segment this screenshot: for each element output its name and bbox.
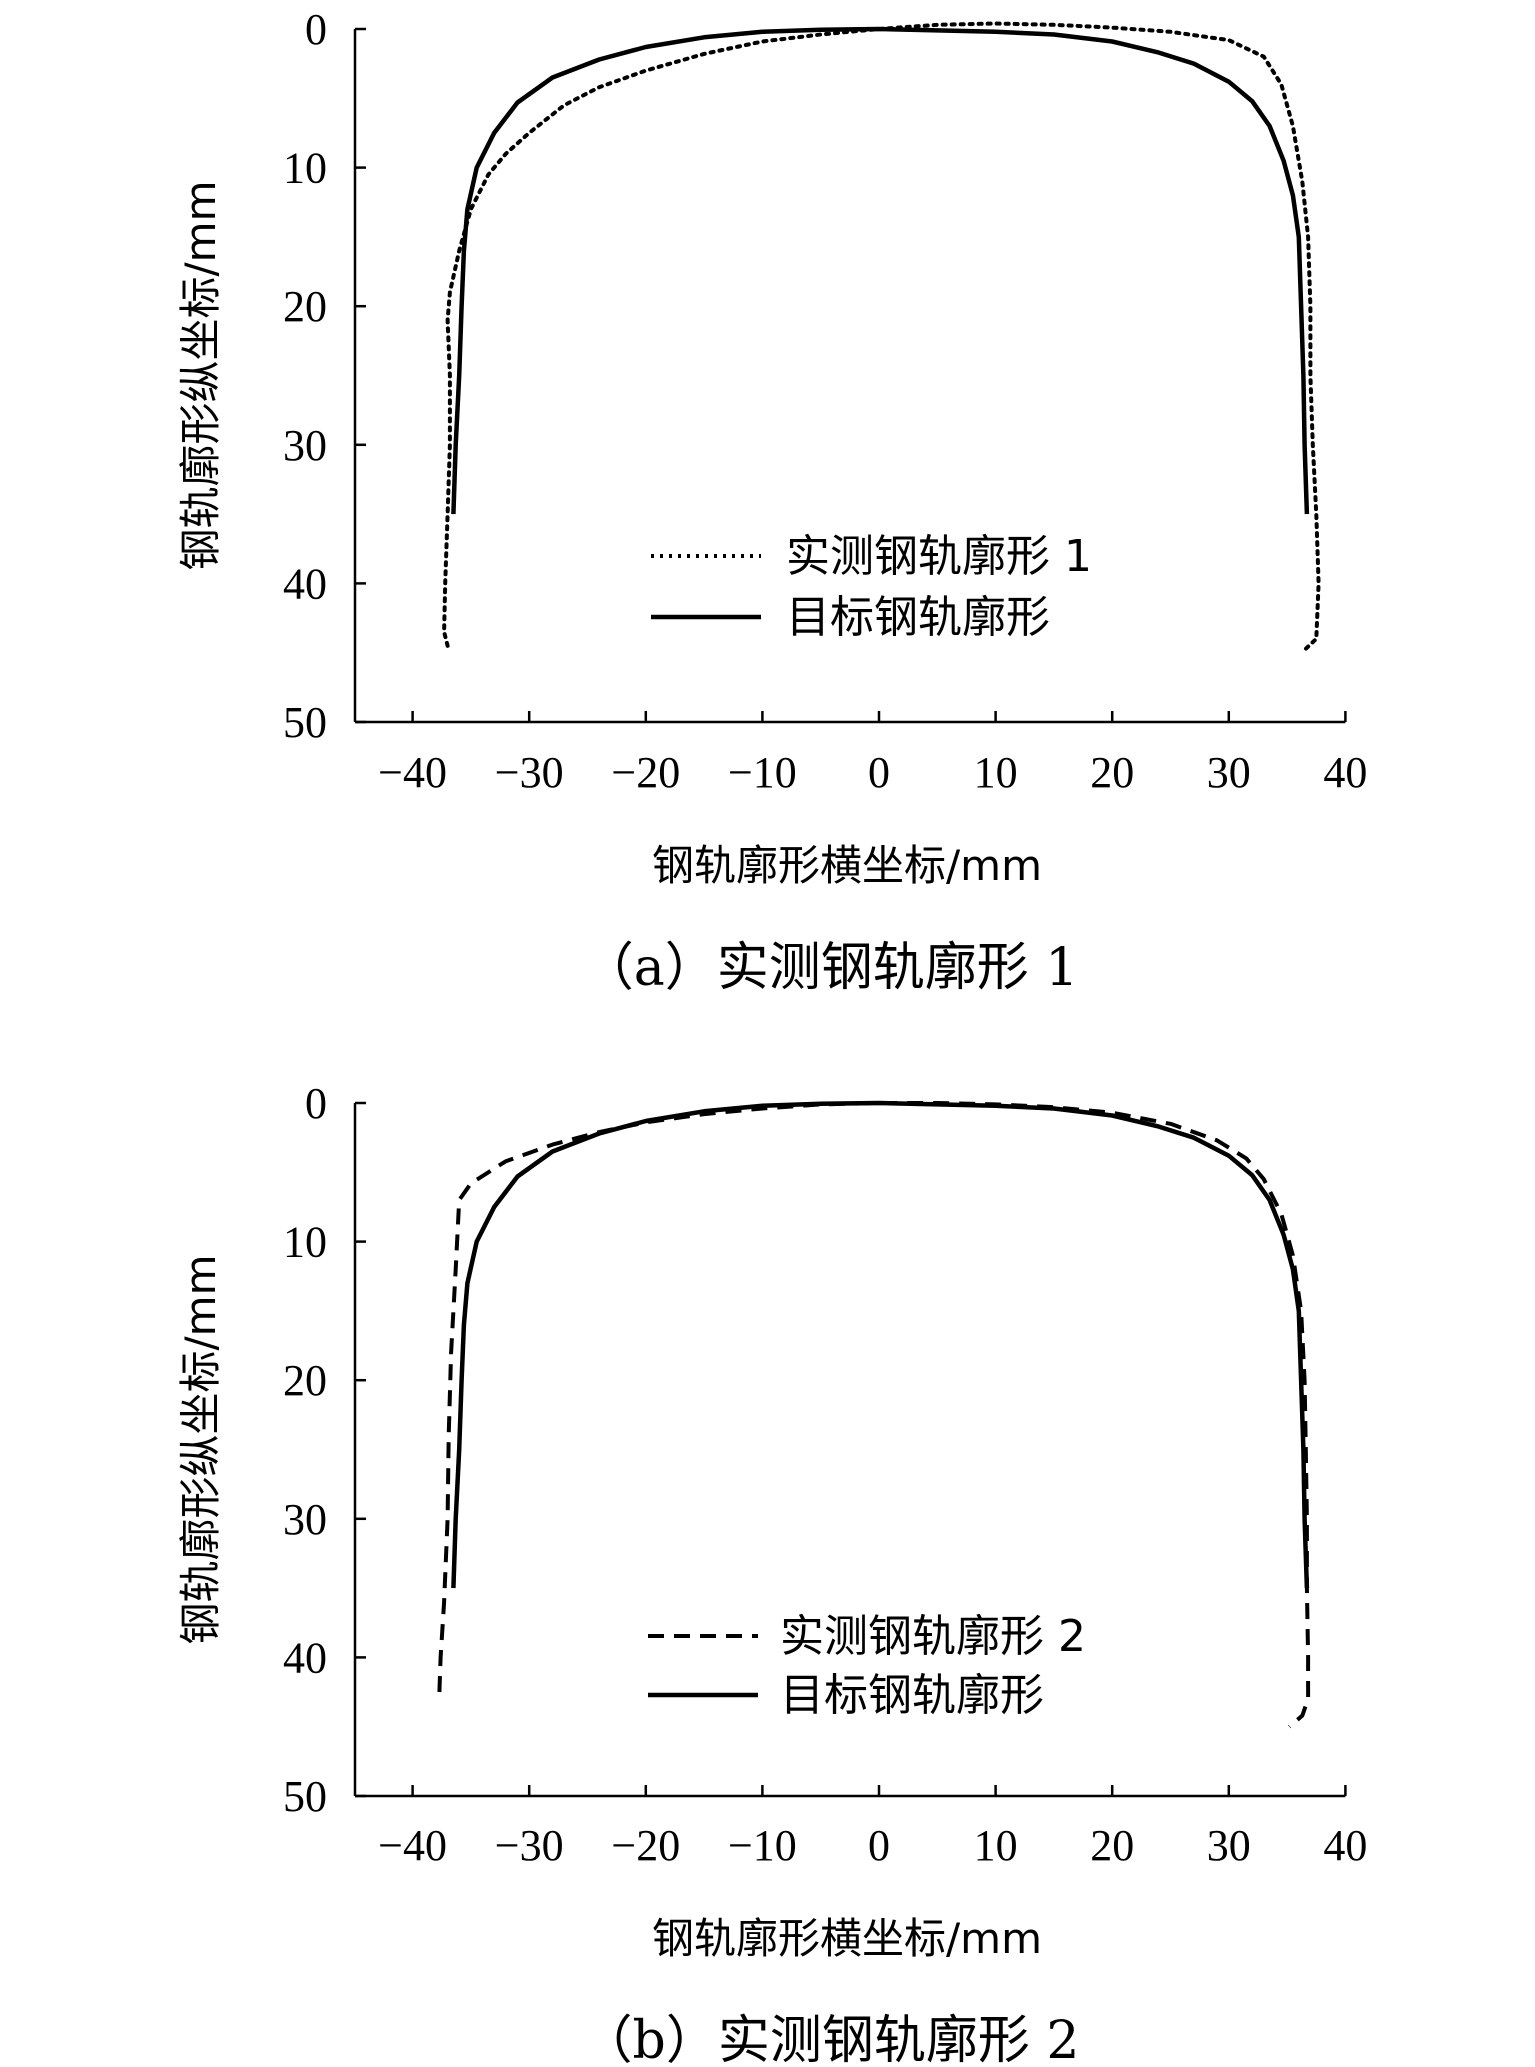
x-tick-label: −10 — [728, 1821, 797, 1870]
x-tick-label: 10 — [974, 748, 1018, 797]
legend-entry: 实测钢轨廓形 2 — [780, 1611, 1086, 1662]
y-tick-label: 20 — [283, 1356, 327, 1405]
x-tick-label: −10 — [728, 748, 797, 797]
figure-caption: （b）实测钢轨廓形 2 — [581, 2011, 1080, 2067]
y-tick-label: 30 — [283, 1495, 327, 1544]
x-tick-label: 30 — [1207, 748, 1251, 797]
chart-panel-a: 0 10 20 30 40 50 −40 −30 −20 −10 0 10 20 30 40 钢轨廓形横坐标/… — [176, 5, 1367, 998]
y-tick-label: 40 — [283, 559, 327, 608]
legend: 实测钢轨廓形 1 目标钢轨廓形 — [651, 531, 1092, 643]
series-line-measured-profile — [442, 21, 1321, 652]
y-tick-label: 20 — [283, 282, 327, 331]
x-tick-label: −20 — [611, 1821, 680, 1870]
x-tick-label: −40 — [378, 1821, 447, 1870]
x-tick-label: −30 — [495, 1821, 564, 1870]
series-line-target-profile — [451, 26, 1310, 515]
x-tick-label: 0 — [868, 1821, 890, 1870]
x-tick-label: −40 — [378, 748, 447, 797]
y-tick-label: 50 — [283, 1772, 327, 1821]
series-line-target-profile — [451, 1100, 1310, 1589]
y-tick-label: 40 — [283, 1633, 327, 1682]
x-tick-label: 20 — [1090, 748, 1134, 797]
x-axis-title: 钢轨廓形横坐标/mm — [652, 1914, 1042, 1963]
legend-entry: 目标钢轨廓形 — [786, 592, 1050, 643]
y-axis-title: 钢轨廓形纵坐标/mm — [176, 181, 225, 571]
y-tick-label: 0 — [305, 5, 327, 54]
y-tick-label: 10 — [283, 1218, 327, 1267]
legend: 实测钢轨廓形 2 目标钢轨廓形 — [648, 1611, 1086, 1721]
x-tick-label: −20 — [611, 748, 680, 797]
y-axis-title: 钢轨廓形纵坐标/mm — [176, 1255, 225, 1645]
x-tick-label: 20 — [1090, 1821, 1134, 1870]
y-tick-label: 30 — [283, 421, 327, 470]
y-tick-label: 10 — [283, 144, 327, 193]
legend-entry: 目标钢轨廓形 — [780, 1670, 1044, 1721]
x-tick-label: 40 — [1323, 1821, 1367, 1870]
x-tick-label: 0 — [868, 748, 890, 797]
x-tick-label: −30 — [495, 748, 564, 797]
x-tick-label: 10 — [974, 1821, 1018, 1870]
x-axis-title: 钢轨廓形横坐标/mm — [652, 841, 1042, 890]
x-tick-label: 40 — [1323, 748, 1367, 797]
y-tick-label: 50 — [283, 698, 327, 747]
figure-caption: （a）实测钢轨廓形 1 — [582, 938, 1079, 998]
legend-entry: 实测钢轨廓形 1 — [786, 531, 1092, 582]
x-tick-label: 30 — [1207, 1821, 1251, 1870]
chart-panel-b: 0 10 20 30 40 50 −40 −30 −20 −10 0 10 20 30 40 钢轨廓形横坐标/… — [176, 1079, 1367, 2067]
y-tick-label: 0 — [305, 1079, 327, 1128]
